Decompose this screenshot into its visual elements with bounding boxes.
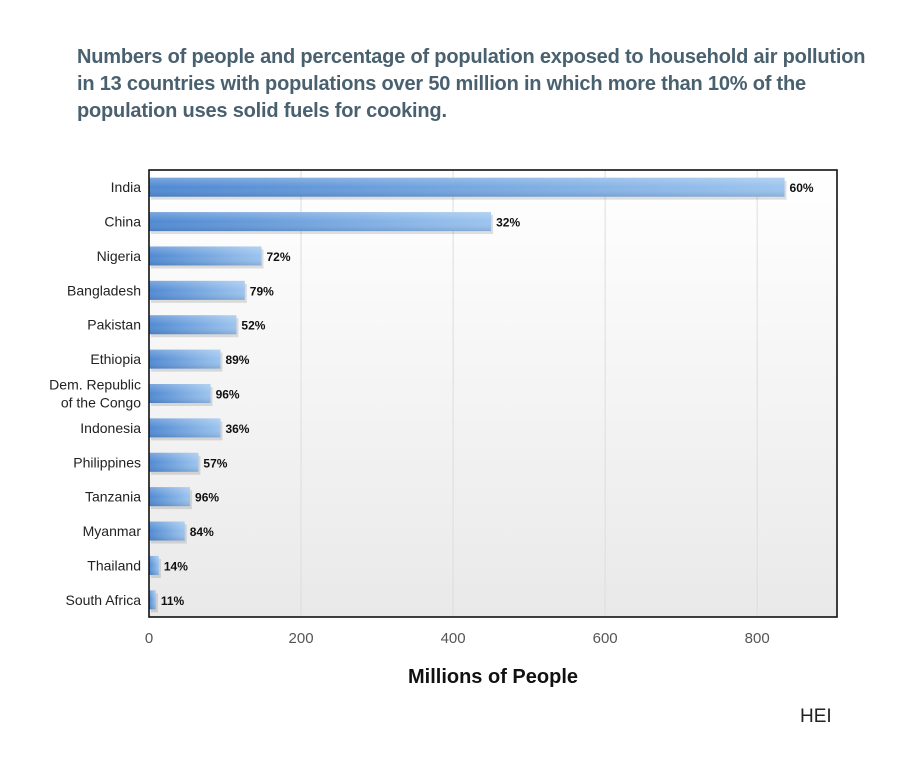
data-label: 60% xyxy=(790,181,814,195)
data-label: 89% xyxy=(225,353,249,367)
category-label: Myanmar xyxy=(83,523,142,539)
bar-shading xyxy=(149,590,156,610)
data-labels: 60% 32% 72% 79% 52% 89% 96% 36% 57% 96% 84% 14% 11% xyxy=(161,181,814,608)
bars xyxy=(149,177,787,613)
category-label: Tanzania xyxy=(85,489,141,505)
category-label: South Africa xyxy=(66,592,142,608)
bar-shading xyxy=(149,418,221,438)
category-label: Thailand xyxy=(87,557,141,573)
source-credit: HEI xyxy=(800,706,832,727)
data-label: 11% xyxy=(161,594,185,608)
plot-frame xyxy=(148,169,838,618)
data-label: 79% xyxy=(250,284,274,298)
data-label: 96% xyxy=(216,388,240,402)
category-label: China xyxy=(104,214,141,230)
category-label: Indonesia xyxy=(80,420,141,436)
x-tick-label: 600 xyxy=(593,630,618,647)
gridlines xyxy=(300,170,758,617)
category-label: Nigeria xyxy=(97,248,142,264)
bar-shading xyxy=(149,555,159,575)
bar-shading xyxy=(149,487,191,507)
bar-shading xyxy=(149,212,492,232)
data-label: 14% xyxy=(164,559,188,573)
data-label: 32% xyxy=(496,216,520,230)
category-label: Bangladesh xyxy=(67,282,141,298)
data-label: 84% xyxy=(190,525,214,539)
data-label: 36% xyxy=(225,422,249,436)
x-tick-label: 0 xyxy=(145,630,153,647)
category-label: Ethiopia xyxy=(90,351,141,367)
data-label: 96% xyxy=(195,491,219,505)
category-label: Philippines xyxy=(73,454,141,470)
data-label: 57% xyxy=(203,456,227,470)
data-label: 72% xyxy=(267,250,291,264)
data-label: 52% xyxy=(241,319,265,333)
plot-area xyxy=(149,170,837,617)
chart-title: Numbers of people and percentage of popu… xyxy=(77,46,866,122)
x-tick-label: 800 xyxy=(745,630,770,647)
x-tick-label: 400 xyxy=(441,630,466,647)
category-labels: India China Nigeria Bangladesh Pakistan Ethio… xyxy=(49,179,141,608)
category-label: Pakistan xyxy=(87,317,141,333)
x-tick-label: 200 xyxy=(289,630,314,647)
x-tick-labels: 0 200 400 600 800 xyxy=(145,630,770,647)
bar-shading xyxy=(149,521,185,541)
bar-shading xyxy=(149,246,262,266)
category-label: India xyxy=(111,179,142,195)
bar-shading xyxy=(149,177,785,197)
x-axis-label: Millions of People xyxy=(408,666,578,688)
category-label: Dem. Republic of the Congo xyxy=(49,377,141,411)
bar-shading xyxy=(149,384,211,403)
bar-shading xyxy=(149,349,221,369)
bar-shading xyxy=(149,452,199,472)
bar-shading xyxy=(149,280,245,300)
bar-shading xyxy=(149,315,237,335)
